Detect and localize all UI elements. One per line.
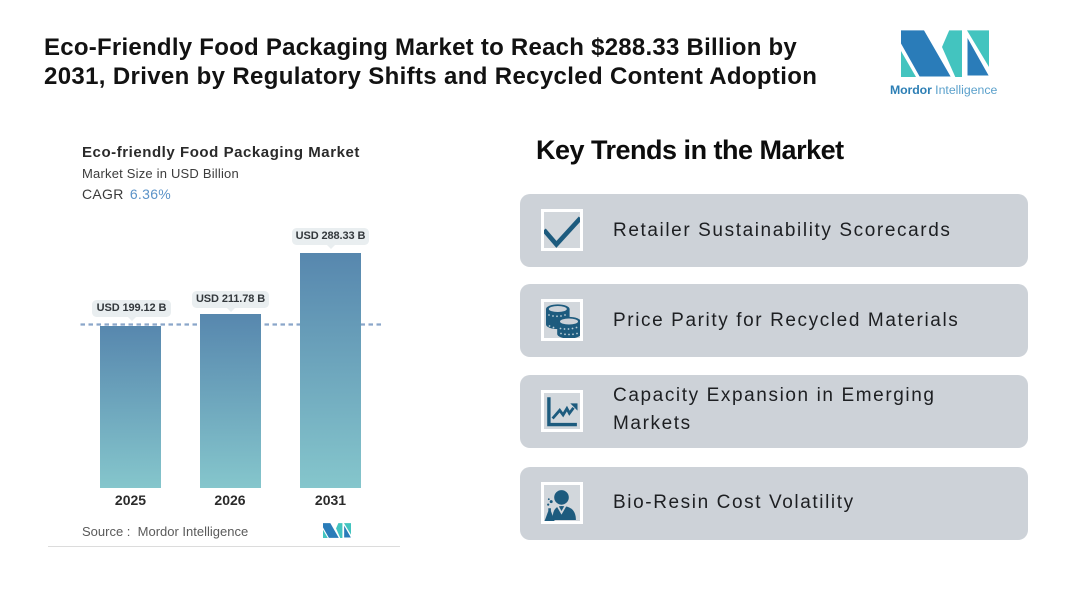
svg-text:Mordor Intelligence: Mordor Intelligence (890, 83, 998, 97)
